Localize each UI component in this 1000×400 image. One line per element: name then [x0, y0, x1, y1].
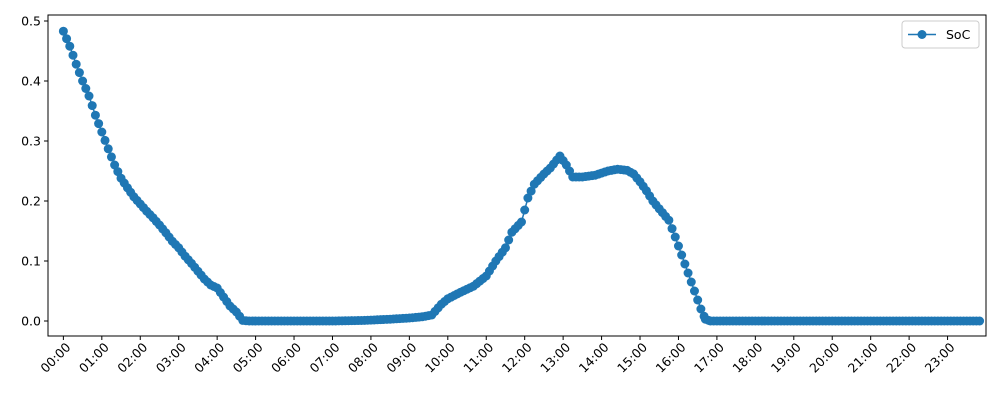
x-tick-label: 23:00	[922, 339, 958, 375]
soc-data-point	[520, 205, 530, 215]
soc-data-point	[673, 241, 683, 251]
x-tick-label: 01:00	[76, 339, 112, 375]
x-tick-label: 07:00	[307, 339, 343, 375]
soc-data-point	[504, 235, 514, 245]
y-tick-label: 0.5	[21, 14, 41, 29]
soc-data-point	[664, 215, 674, 225]
x-tick-label: 20:00	[806, 339, 842, 375]
y-tick-label: 0.0	[21, 314, 41, 329]
y-tick-label: 0.1	[21, 254, 41, 269]
soc-data-point	[677, 250, 687, 260]
soc-data-point	[81, 84, 91, 93]
legend: SoC	[901, 20, 980, 49]
x-tick-label: 17:00	[691, 339, 727, 375]
x-tick-label: 14:00	[576, 339, 612, 375]
soc-data-point	[106, 152, 116, 162]
soc-data-point	[78, 76, 88, 86]
soc-data-point	[100, 135, 110, 145]
x-tick-label: 09:00	[383, 339, 419, 375]
soc-data-point	[90, 110, 100, 120]
y-tick-label: 0.3	[21, 134, 41, 149]
x-tick-label: 18:00	[729, 339, 765, 375]
soc-data-point	[94, 119, 104, 129]
soc-data-point	[87, 101, 97, 111]
x-tick-label: 08:00	[345, 339, 381, 375]
soc-data-point	[526, 186, 536, 196]
soc-data-point	[696, 304, 706, 314]
y-tick-label: 0.4	[21, 74, 41, 89]
x-tick-label: 21:00	[845, 339, 881, 375]
soc-data-point	[74, 68, 84, 78]
soc-data-point	[103, 144, 113, 154]
x-tick-label: 10:00	[422, 339, 458, 375]
x-tick-label: 15:00	[614, 339, 650, 375]
x-tick-label: 06:00	[268, 339, 304, 375]
soc-data-point	[523, 193, 533, 203]
legend-marker	[917, 30, 927, 39]
soc-data-point	[68, 50, 78, 60]
x-tick-label: 19:00	[768, 339, 804, 375]
soc-data-point	[686, 277, 696, 287]
x-tick-label: 22:00	[883, 339, 919, 375]
legend-label: SoC	[946, 27, 971, 42]
x-tick-label: 03:00	[153, 339, 189, 375]
soc-data-point	[500, 243, 510, 253]
plot-area	[58, 26, 985, 326]
x-tick-label: 12:00	[499, 339, 535, 375]
x-tick-label: 11:00	[460, 339, 496, 375]
legend-box	[901, 20, 980, 49]
soc-data-point	[97, 127, 107, 137]
x-tick-label: 16:00	[652, 339, 688, 375]
soc-data-point	[84, 91, 94, 101]
x-tick-label: 00:00	[37, 339, 73, 375]
x-tick-label: 04:00	[191, 339, 227, 375]
soc-data-point	[670, 232, 680, 242]
x-tick-label: 02:00	[114, 339, 150, 375]
soc-data-point	[62, 34, 72, 44]
soc-data-point	[516, 217, 526, 227]
soc-data-point	[667, 224, 677, 234]
soc-data-point	[975, 316, 985, 326]
soc-data-point	[683, 268, 693, 278]
y-tick-label: 0.2	[21, 194, 41, 209]
x-tick-label: 05:00	[230, 339, 266, 375]
x-tick-label: 13:00	[537, 339, 573, 375]
soc-data-point	[71, 59, 81, 69]
soc-data-point	[65, 41, 75, 51]
soc-data-point	[680, 259, 690, 269]
axes-frame	[47, 14, 987, 337]
soc-data-point	[693, 295, 703, 305]
soc-data-point	[58, 26, 68, 36]
soc-data-point	[689, 286, 699, 296]
